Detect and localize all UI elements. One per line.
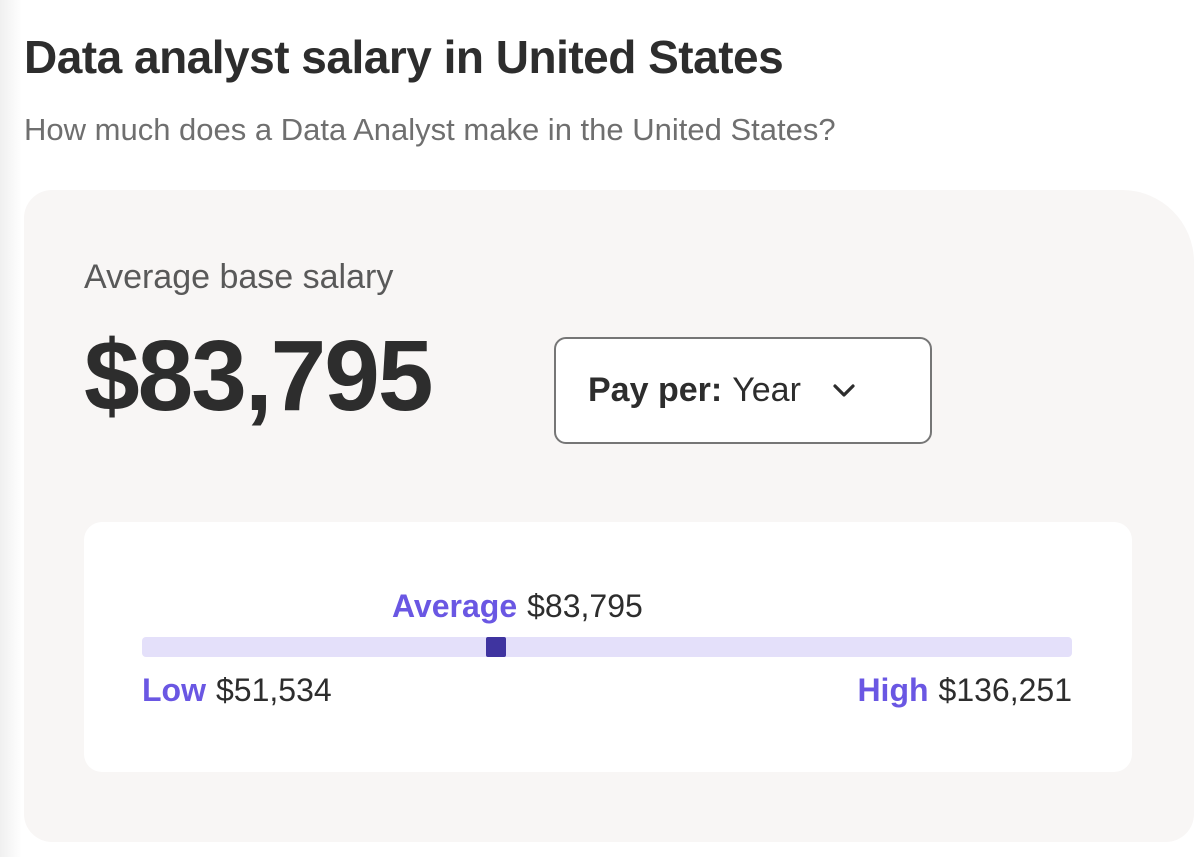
average-base-salary-value: $83,795 bbox=[84, 320, 433, 432]
chevron-down-icon bbox=[831, 383, 857, 399]
average-marker-label: Average $83,795 bbox=[392, 588, 643, 625]
average-text: Average bbox=[392, 588, 518, 624]
pay-period-label: Pay per: bbox=[588, 371, 723, 409]
high-text: High bbox=[857, 672, 929, 708]
pay-period-value: Year bbox=[732, 371, 801, 409]
pay-period-select[interactable]: Pay per: Year bbox=[554, 337, 932, 444]
low-salary-label: Low $51,534 bbox=[142, 672, 332, 709]
average-marker bbox=[486, 637, 507, 657]
salary-range-track bbox=[142, 637, 1072, 657]
high-salary-label: High $136,251 bbox=[857, 672, 1072, 709]
high-amount: $136,251 bbox=[938, 672, 1072, 708]
low-amount: $51,534 bbox=[215, 672, 332, 708]
low-text: Low bbox=[142, 672, 206, 708]
left-edge-shade bbox=[0, 0, 22, 857]
page-subtitle: How much does a Data Analyst make in the… bbox=[24, 112, 836, 147]
average-amount: $83,795 bbox=[527, 588, 643, 624]
average-base-salary-label: Average base salary bbox=[84, 258, 394, 296]
salary-card: Average base salary $83,795 Pay per: Yea… bbox=[24, 190, 1194, 842]
salary-range-panel: Average $83,795 Low $51,534 High $136,251 bbox=[84, 522, 1132, 772]
page-title: Data analyst salary in United States bbox=[24, 31, 784, 83]
